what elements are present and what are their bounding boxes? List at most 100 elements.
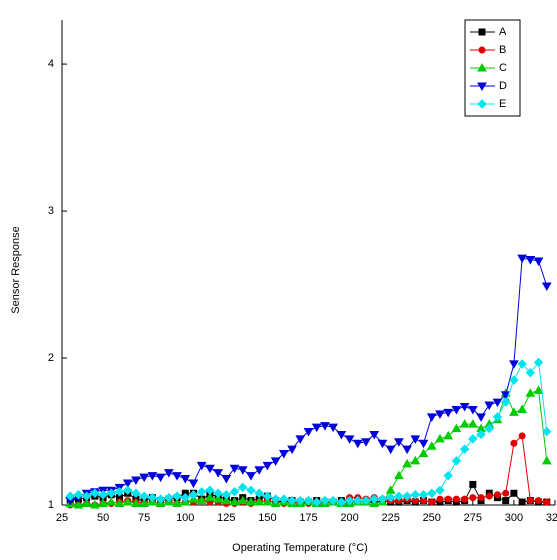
marker — [196, 461, 207, 471]
x-tick-label: 300 — [505, 512, 523, 524]
y-tick-label: 4 — [48, 58, 54, 70]
marker — [287, 495, 297, 506]
marker — [131, 476, 141, 486]
marker — [139, 473, 150, 483]
marker — [221, 475, 232, 484]
marker — [164, 492, 174, 503]
y-tick-label: 3 — [48, 205, 54, 217]
marker — [311, 423, 322, 433]
marker — [352, 439, 363, 449]
marker — [467, 405, 478, 415]
marker — [81, 498, 92, 508]
marker — [344, 435, 355, 444]
marker — [254, 488, 264, 498]
marker — [525, 256, 536, 265]
legend-label: B — [499, 44, 506, 56]
marker — [484, 401, 495, 411]
marker — [426, 413, 437, 422]
marker — [510, 439, 518, 447]
marker — [535, 497, 543, 505]
marker — [451, 456, 462, 466]
marker — [477, 494, 485, 502]
marker — [469, 480, 477, 488]
marker — [131, 488, 141, 498]
marker — [303, 428, 314, 437]
marker — [493, 491, 501, 499]
marker — [172, 491, 182, 501]
marker — [196, 495, 207, 505]
marker — [469, 494, 477, 502]
marker — [205, 485, 215, 496]
marker — [500, 391, 511, 400]
x-tick-label: 125 — [217, 512, 235, 524]
marker — [410, 455, 421, 465]
marker — [155, 473, 166, 483]
marker — [246, 497, 256, 506]
marker — [542, 426, 552, 437]
marker — [435, 410, 445, 419]
legend-marker — [478, 28, 486, 36]
marker — [246, 485, 256, 496]
marker — [262, 461, 273, 471]
marker — [369, 430, 380, 440]
marker — [443, 408, 454, 418]
marker — [410, 435, 421, 444]
marker — [139, 498, 150, 508]
marker — [436, 495, 444, 503]
marker — [361, 495, 371, 506]
marker — [394, 470, 404, 480]
marker — [533, 257, 544, 267]
marker — [525, 368, 536, 378]
y-tick-label: 2 — [48, 352, 54, 364]
marker — [377, 494, 388, 504]
marker — [492, 412, 503, 422]
marker — [238, 482, 248, 493]
marker — [131, 498, 141, 508]
x-tick-label: 75 — [138, 512, 150, 524]
marker — [287, 445, 297, 455]
x-tick-label: 150 — [258, 512, 276, 524]
marker — [320, 495, 330, 506]
marker — [123, 485, 133, 496]
marker — [188, 490, 199, 500]
marker — [410, 490, 421, 500]
marker — [492, 398, 503, 408]
x-tick-label: 225 — [381, 512, 399, 524]
marker — [525, 388, 536, 397]
marker — [90, 488, 100, 498]
marker — [262, 491, 273, 501]
marker — [205, 464, 215, 474]
series-line — [70, 257, 548, 502]
marker — [147, 472, 158, 481]
marker — [114, 498, 125, 508]
marker — [312, 497, 322, 507]
marker — [485, 492, 493, 500]
marker — [426, 441, 437, 450]
marker — [278, 450, 289, 459]
marker — [196, 487, 207, 497]
marker — [303, 495, 314, 506]
x-tick-label: 100 — [176, 512, 194, 524]
marker — [122, 479, 133, 488]
marker — [509, 360, 519, 369]
marker — [418, 490, 429, 500]
marker — [402, 491, 412, 501]
legend-marker — [477, 82, 487, 92]
y-tick-label: 1 — [48, 499, 54, 511]
marker — [279, 494, 289, 504]
marker — [394, 491, 404, 501]
marker — [98, 498, 108, 508]
marker — [270, 494, 281, 504]
marker — [443, 430, 454, 440]
marker — [459, 403, 470, 412]
legend-label: C — [499, 62, 507, 74]
marker — [518, 498, 526, 506]
marker — [139, 491, 149, 501]
marker — [81, 491, 92, 501]
marker — [526, 497, 534, 505]
marker — [385, 485, 396, 494]
y-axis-title: Sensor Response — [10, 226, 22, 313]
marker — [428, 498, 436, 506]
marker — [213, 469, 223, 478]
